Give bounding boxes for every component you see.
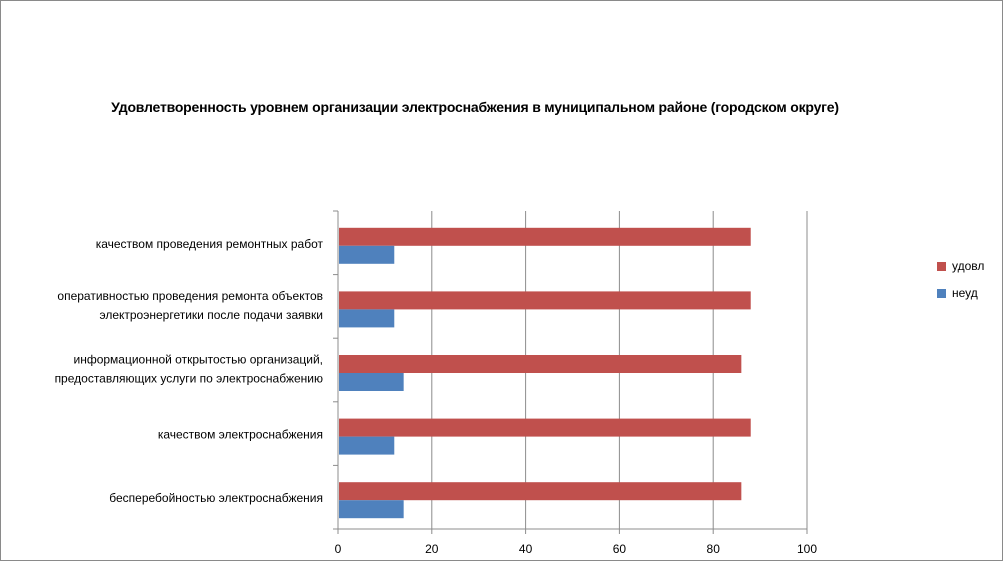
x-tick-label-60: 60: [613, 542, 627, 556]
x-tick-label-20: 20: [425, 542, 439, 556]
category-label-2-line-1: предоставляющих услуги по электроснабжен…: [55, 372, 323, 386]
bar-udovl-0: [339, 227, 751, 246]
legend-label-neud: неуд: [952, 286, 978, 300]
x-tick-label-100: 100: [797, 542, 817, 556]
bar-neud-0: [339, 245, 395, 264]
bar-udovl-1: [339, 291, 751, 310]
category-label-4: бесперебойностью электроснабжения: [109, 491, 323, 505]
category-label-0: качеством проведения ремонтных работ: [96, 237, 324, 251]
bar-neud-1: [339, 309, 395, 328]
bar-neud-3: [339, 436, 395, 455]
bar-udovl-4: [339, 482, 742, 501]
category-label-3: качеством электроснабжения: [158, 428, 323, 442]
legend-swatch-udovl: [937, 261, 946, 271]
bar-udovl-3: [339, 418, 751, 437]
category-label-1-line-0: оперативностью проведения ремонта объект…: [57, 289, 323, 303]
x-tick-label-80: 80: [707, 542, 721, 556]
legend-label-udovl: удовл: [952, 259, 985, 273]
legend-item-udovl: удовл: [937, 259, 984, 273]
legend-swatch-neud: [937, 288, 946, 298]
bar-udovl-2: [339, 355, 742, 373]
x-tick-label-40: 40: [519, 542, 533, 556]
category-label-1-line-1: электроэнергетики после подачи заявки: [99, 308, 323, 322]
category-label-2-line-0: информационной открытостью организаций,: [73, 353, 323, 367]
legend-item-neud: неуд: [937, 286, 978, 300]
x-tick-label-0: 0: [335, 542, 342, 556]
chart-title: Удовлетворенность уровнем организации эл…: [111, 99, 839, 115]
bar-neud-4: [339, 500, 404, 519]
bar-neud-2: [339, 373, 404, 391]
